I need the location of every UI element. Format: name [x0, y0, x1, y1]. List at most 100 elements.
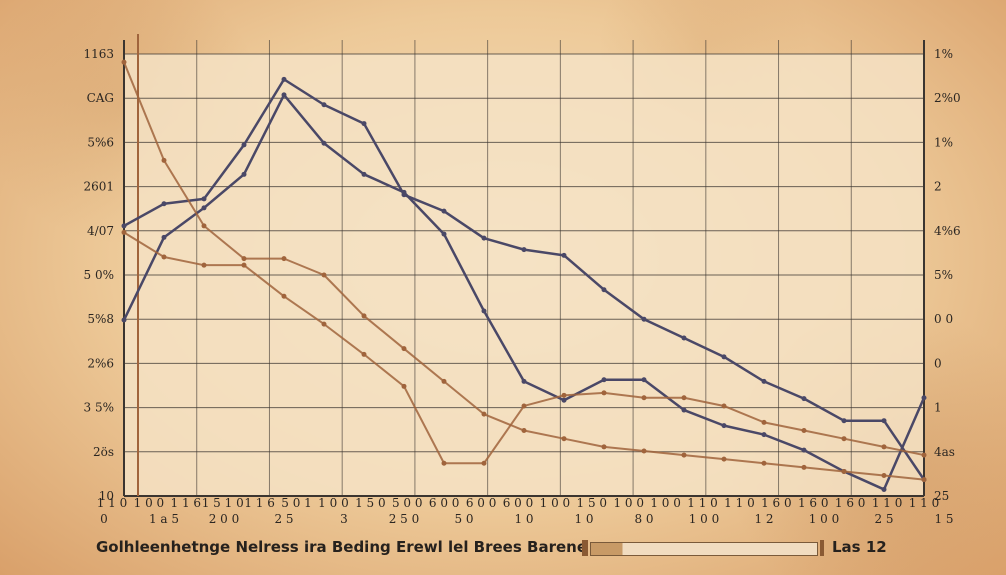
data-point [681, 335, 687, 341]
data-point [321, 140, 327, 146]
data-point [681, 395, 687, 401]
data-point [881, 444, 887, 450]
x-tick-label-bottom: 2 5 [874, 512, 893, 526]
y-tick-label-right: 1% [934, 47, 953, 61]
data-point [761, 419, 767, 425]
data-point [561, 252, 567, 258]
x-tick-label-top: 6 0 0 [466, 496, 497, 510]
data-point [561, 392, 567, 398]
x-tick-labels-bottom: 0 1 a 5 2 0 0 2 5 3 2 5 0 5 0 1 0 1 0 8 0 1 0 0 1 2… [100, 512, 953, 526]
data-point [681, 407, 687, 413]
data-point [721, 456, 727, 462]
data-point [801, 464, 807, 470]
data-point [121, 317, 127, 323]
y-tick-label-right: 0 [934, 356, 942, 370]
series-group [121, 59, 927, 492]
data-point [401, 192, 407, 198]
data-point [481, 235, 487, 241]
data-point [241, 256, 247, 262]
x-tick-label-bottom: 1 0 0 [809, 512, 840, 526]
data-point [161, 234, 167, 240]
legend-swatch-right [820, 540, 824, 556]
data-point [721, 354, 727, 360]
data-point [321, 102, 327, 108]
axes [123, 34, 925, 497]
data-point [481, 308, 487, 314]
y-tick-label-right: 2 [934, 180, 942, 194]
x-tick-label-top: 1 0 0 [650, 496, 681, 510]
data-point [801, 396, 807, 402]
data-point [121, 59, 127, 65]
data-point [641, 448, 647, 454]
legend-scale-bar [590, 542, 818, 556]
y-tick-label-right: 25 [934, 489, 949, 503]
data-point [801, 447, 807, 453]
x-tick-label-top: 1 1 0 [872, 496, 903, 510]
y-tick-label-left: 2601 [83, 180, 114, 194]
x-tick-label-top: 1 5 0 [355, 496, 386, 510]
data-point [681, 452, 687, 458]
y-tick-label-right: 2%0 [934, 91, 961, 105]
data-point [761, 432, 767, 438]
x-tick-label-top: 1 1 6 [244, 496, 275, 510]
x-tick-label-bottom: 1 2 [754, 512, 773, 526]
data-point [201, 196, 207, 202]
data-point [641, 395, 647, 401]
x-tick-label-top: 1 1 0 [687, 496, 718, 510]
x-tick-label-top: 1 1 0 [909, 496, 940, 510]
x-tick-label-bottom: 8 0 [634, 512, 653, 526]
data-point [601, 390, 607, 396]
x-tick-label-top: 5 0 1 [281, 496, 312, 510]
data-point [881, 486, 887, 492]
x-tick-label-bottom: 2 0 0 [209, 512, 240, 526]
data-point [761, 460, 767, 466]
x-tick-label-bottom: 0 [100, 512, 108, 526]
data-point [281, 76, 287, 82]
data-point [481, 460, 487, 466]
y-tick-label-right: 1 [934, 401, 942, 415]
x-tick-label-top: 6 0 0 [503, 496, 534, 510]
data-point [801, 428, 807, 434]
data-point [241, 142, 247, 148]
data-point [361, 313, 367, 319]
data-point [281, 92, 287, 98]
x-tick-label-bottom: 2 5 0 [389, 512, 420, 526]
data-point [521, 378, 527, 384]
y-tick-label-left: CAG [87, 91, 114, 105]
x-tick-label-bottom: 1 0 0 [689, 512, 720, 526]
y-tick-label-right: 4as [934, 445, 955, 459]
data-point [281, 293, 287, 299]
data-point [921, 452, 927, 458]
data-point [721, 403, 727, 409]
data-point [201, 262, 207, 268]
data-point [401, 383, 407, 389]
x-tick-label-top: 1 6 0 [835, 496, 866, 510]
data-point [521, 428, 527, 434]
x-tick-label-bottom: 3 [340, 512, 348, 526]
x-tick-label-bottom: 1 5 [934, 512, 953, 526]
data-point [241, 171, 247, 177]
data-point [561, 397, 567, 403]
y-tick-label-left: 2ös [93, 445, 114, 459]
y-tick-label-right: 5% [934, 268, 953, 282]
legend: Golhleenhetnge Nelress ira Beding Erewl … [96, 536, 916, 560]
y-tick-label-left: 1163 [83, 47, 114, 61]
x-tick-label-top: 6 0 0 [429, 496, 460, 510]
data-point [441, 231, 447, 237]
x-tick-label-bottom: 1 a 5 [149, 512, 179, 526]
legend-text: Golhleenhetnge Nelress ira Beding Erewl … [96, 538, 587, 556]
y-tick-labels-left: 1163 CAG 5%6 2601 4/07 5 0% 5%8 2%6 3 5% 2ös 10 [83, 47, 114, 503]
x-tick-label-top: 5 0 0 [392, 496, 423, 510]
data-point [321, 321, 327, 327]
x-tick-label-top: 1 6 0 [798, 496, 829, 510]
data-point [361, 351, 367, 357]
y-tick-label-right: 4%6 [934, 224, 961, 238]
data-point [521, 403, 527, 409]
x-tick-label-top: 1 1 6 [171, 496, 202, 510]
data-point [161, 254, 167, 260]
data-point [281, 256, 287, 262]
x-tick-label-top: 1 0 0 [318, 496, 349, 510]
data-point [121, 223, 127, 229]
data-point [161, 157, 167, 163]
